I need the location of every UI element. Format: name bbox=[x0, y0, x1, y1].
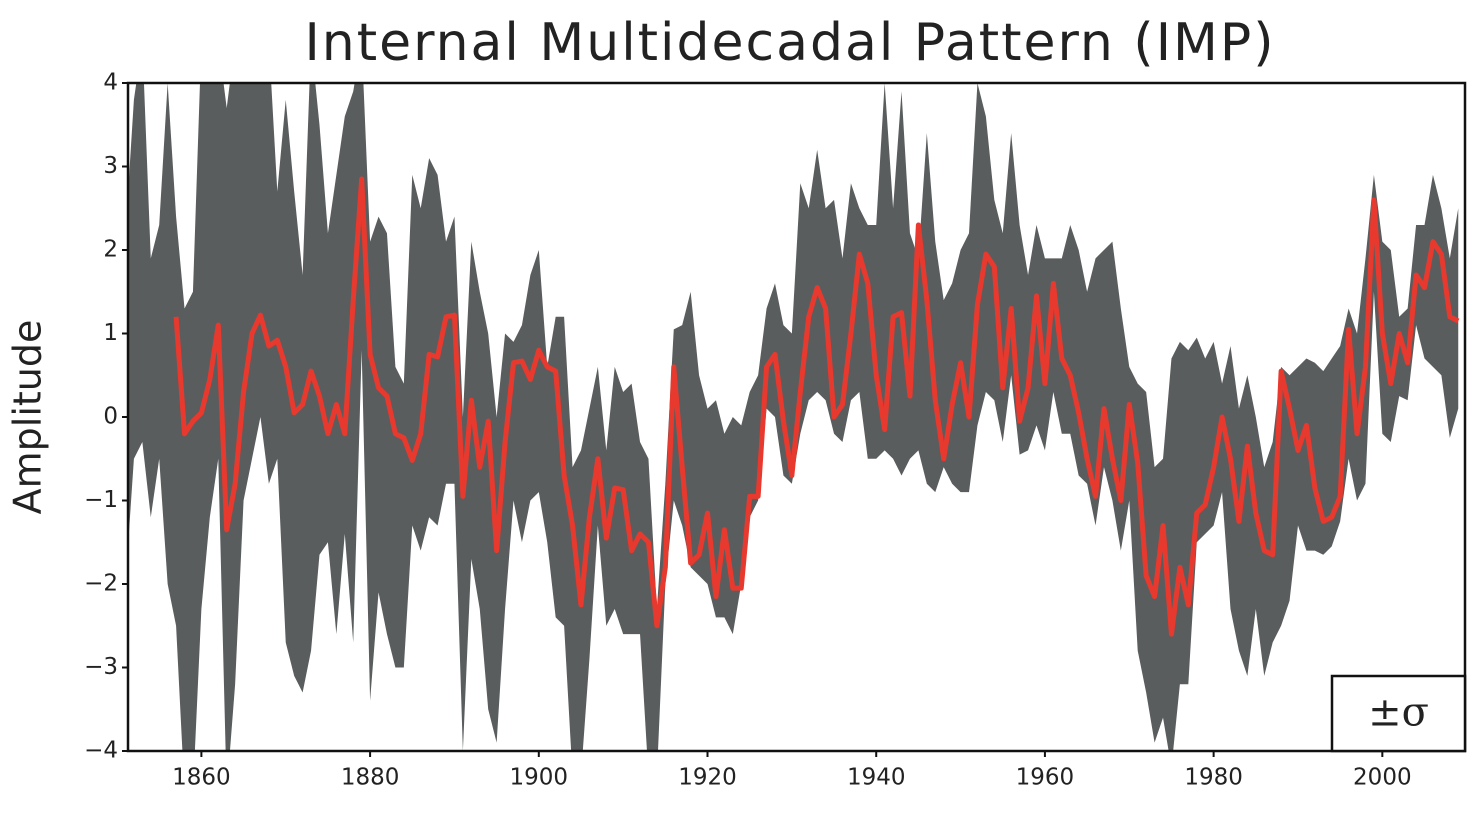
y-tick-label: 4 bbox=[103, 70, 118, 96]
y-tick-label: 1 bbox=[103, 320, 118, 346]
x-tick-label: 1880 bbox=[341, 765, 400, 791]
chart-title: Internal Multidecadal Pattern (IMP) bbox=[304, 13, 1275, 73]
x-tick-label: 1860 bbox=[172, 765, 231, 791]
data-line bbox=[173, 176, 1460, 637]
y-tick-label: 3 bbox=[103, 153, 118, 179]
x-tick-label: 1920 bbox=[678, 765, 737, 791]
x-tick-label: 1900 bbox=[510, 765, 569, 791]
y-tick-label: 2 bbox=[103, 237, 118, 263]
y-axis-label: Amplitude bbox=[6, 320, 50, 515]
sigma-band bbox=[128, 83, 1459, 751]
axes: −4 −3 −2 −1 0 1 2 3 4 1860 1880 1900 1920 1940 1960 198… bbox=[84, 70, 1467, 791]
x-tick-label: 1980 bbox=[1184, 765, 1243, 791]
y-tick-label: −4 bbox=[84, 738, 118, 764]
x-tick-label: 1960 bbox=[1016, 765, 1075, 791]
legend-box bbox=[1330, 674, 1467, 753]
legend-label: ±σ bbox=[1368, 690, 1429, 736]
y-tick-label: −3 bbox=[84, 654, 118, 680]
y-tick-label: 0 bbox=[103, 404, 118, 430]
x-tick-label: 1940 bbox=[847, 765, 906, 791]
y-tick-label: −1 bbox=[84, 487, 118, 513]
x-tick-label: 2000 bbox=[1353, 765, 1412, 791]
plot-area bbox=[128, 83, 1460, 751]
y-tick-label: −2 bbox=[84, 571, 118, 597]
